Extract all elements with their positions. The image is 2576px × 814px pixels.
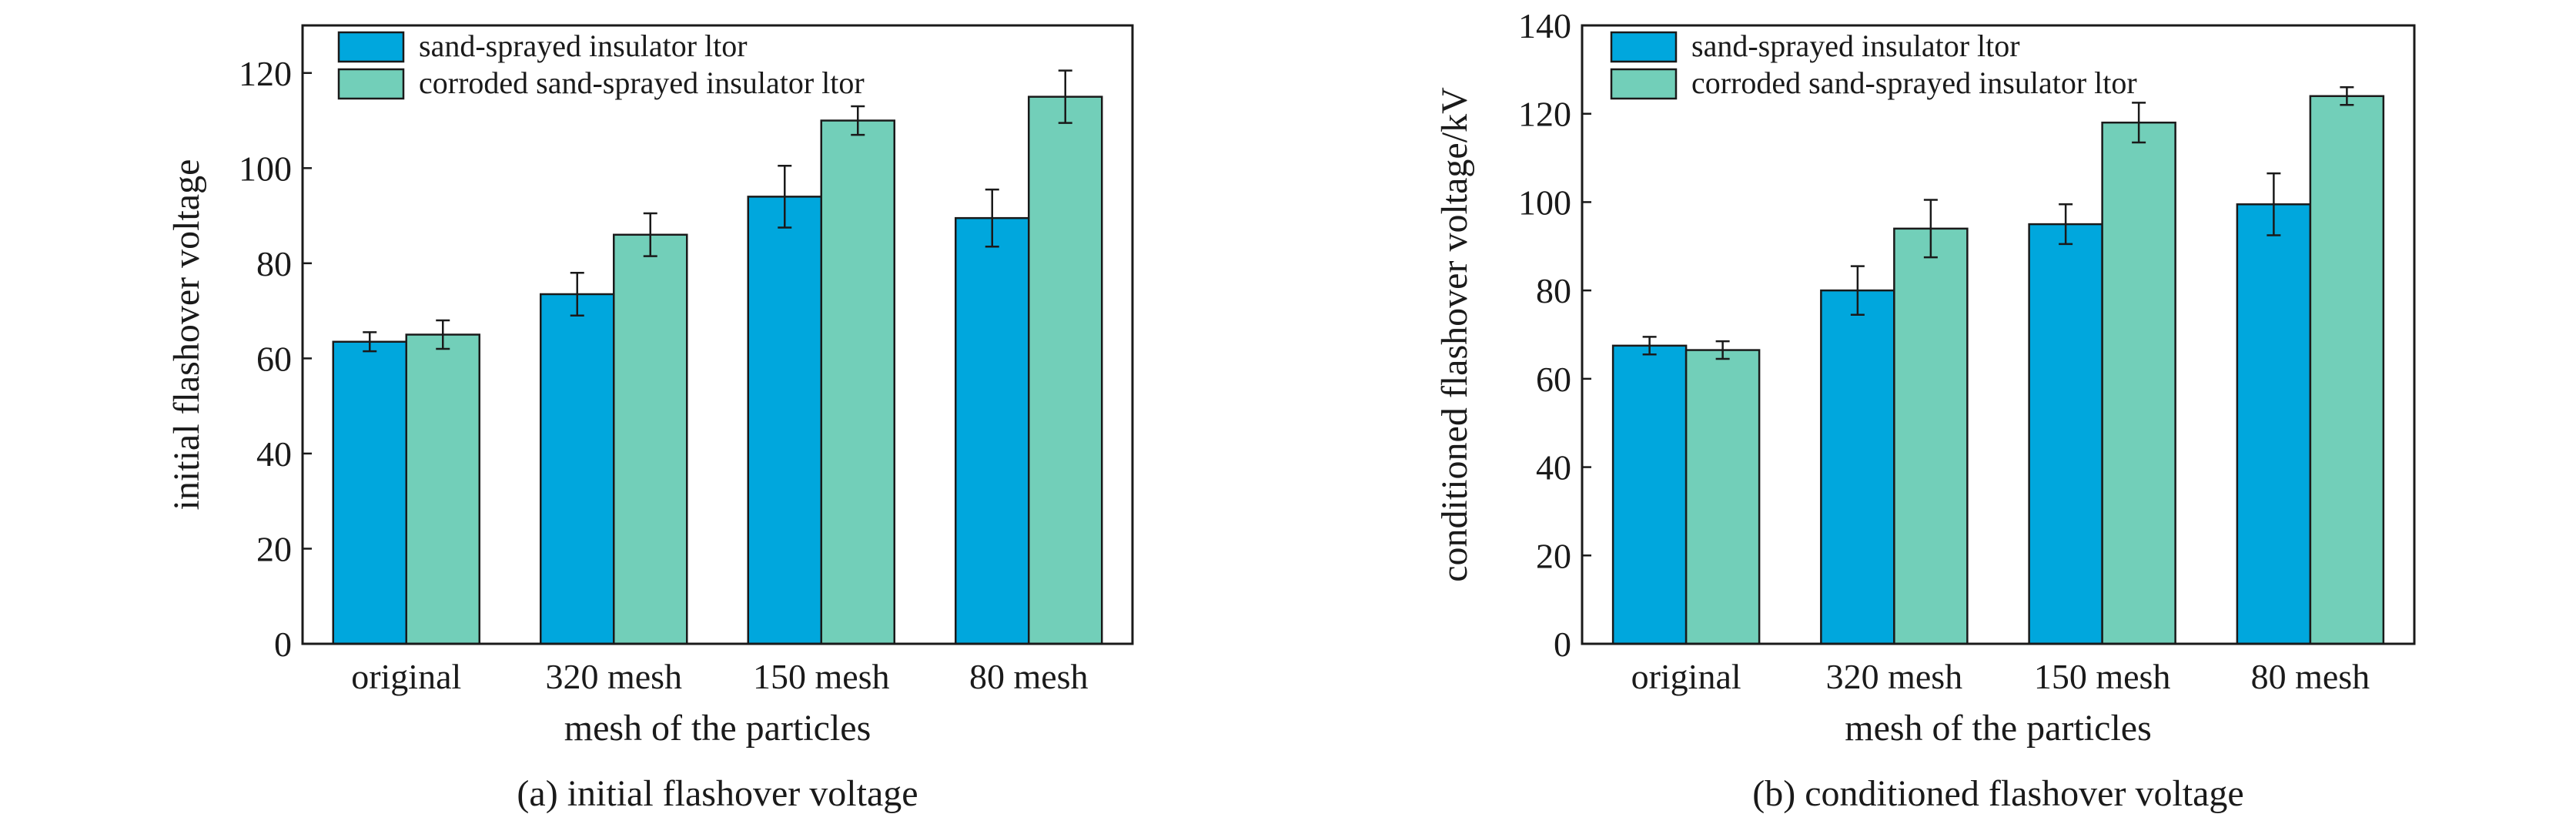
- bar-1-1-1: [1893, 227, 1969, 645]
- y-tick-label-0-2: 40: [256, 434, 292, 474]
- plot-frame-1: [1581, 24, 2416, 645]
- legend-swatch-1-1: [1610, 68, 1678, 100]
- error-bar-0-1-1: [643, 212, 657, 257]
- y-tick-label-0-6: 120: [239, 54, 292, 93]
- bar-0-1-3: [1028, 95, 1103, 645]
- y-tick-label-1-4: 80: [1536, 271, 1571, 310]
- legend-swatch-0-0: [337, 31, 405, 63]
- y-tick-label-1-0: 0: [1554, 625, 1571, 664]
- x-tick-label-1-3: 80 mesh: [2251, 657, 2370, 696]
- legend-label-1-1: corroded sand-sprayed insulator ltor: [1691, 65, 2137, 100]
- bar-0-0-1: [540, 293, 615, 645]
- error-bar-1-0-1: [1850, 265, 1865, 316]
- error-bar-1-1-1: [1923, 199, 1938, 259]
- x-tick-label-1-0: original: [1631, 657, 1741, 696]
- chart-caption-1: (b) conditioned flashover voltage: [1752, 773, 2243, 814]
- bar-0-0-0: [332, 340, 407, 645]
- x-tick-label-0-0: original: [351, 657, 461, 696]
- error-bar-0-1-0: [436, 319, 450, 350]
- bar-1-0-3: [2236, 203, 2312, 645]
- y-tick-label-0-5: 100: [239, 149, 292, 188]
- legend-label-0-0: sand-sprayed insulator ltor: [419, 28, 748, 63]
- error-bar-1-1-0: [1715, 340, 1730, 360]
- legend-label-0-1: corroded sand-sprayed insulator ltor: [419, 65, 865, 100]
- y-tick-label-0-3: 60: [256, 339, 292, 378]
- y-tick-label-1-6: 120: [1518, 95, 1571, 134]
- bar-0-1-2: [820, 119, 895, 645]
- y-tick-label-0-0: 0: [274, 625, 292, 664]
- error-bar-0-1-2: [851, 105, 865, 136]
- chart-panel-1: 0 20 40 60 80 100 120 140 original 320 mesh 150 me…: [1434, 6, 2416, 814]
- y-tick-label-0-1: 20: [256, 529, 292, 568]
- y-axis-title-1: conditioned flashover voltage/kV: [1434, 87, 1475, 582]
- bar-1-1-3: [2309, 95, 2385, 645]
- bar-0-0-2: [747, 196, 822, 645]
- error-bar-1-0-0: [1642, 336, 1657, 356]
- bar-1-0-0: [1611, 344, 1688, 645]
- bar-0-1-0: [405, 333, 480, 645]
- legend-swatch-1-0: [1610, 31, 1678, 63]
- chart-caption-0: (a) initial flashover voltage: [517, 773, 918, 814]
- chart-panel-0: 0 20 40 60 80 100 120 original 320 mesh 150 mesh 8…: [166, 24, 1134, 814]
- plot-frame-0: [301, 24, 1134, 645]
- error-bar-1-0-3: [2267, 172, 2281, 236]
- error-bar-0-0-3: [985, 188, 999, 248]
- bar-1-0-2: [2028, 223, 2103, 645]
- x-tick-label-0-2: 150 mesh: [753, 657, 890, 696]
- y-axis-title-0: initial flashover voltage: [166, 159, 207, 511]
- legend-label-1-0: sand-sprayed insulator ltor: [1691, 28, 2020, 63]
- error-bar-1-1-3: [2340, 86, 2354, 106]
- bar-1-0-1: [1820, 289, 1895, 645]
- x-axis-title-1: mesh of the particles: [1845, 708, 2152, 749]
- x-tick-label-0-3: 80 mesh: [969, 657, 1089, 696]
- y-tick-label-0-4: 80: [256, 244, 292, 283]
- x-axis-title-0: mesh of the particles: [564, 708, 871, 749]
- y-tick-label-1-1: 20: [1536, 536, 1571, 575]
- error-bar-1-0-2: [2059, 203, 2073, 246]
- bar-1-1-0: [1684, 349, 1761, 645]
- error-bar-1-1-2: [2132, 102, 2146, 144]
- y-tick-label-1-3: 60: [1536, 360, 1571, 399]
- y-tick-label-1-7: 140: [1518, 6, 1571, 45]
- x-tick-label-1-2: 150 mesh: [2034, 657, 2171, 696]
- error-bar-0-0-0: [363, 331, 377, 353]
- error-bar-0-0-1: [570, 271, 584, 317]
- error-bar-0-0-2: [778, 164, 792, 229]
- x-tick-label-1-1: 320 mesh: [1826, 657, 1963, 696]
- bar-1-1-2: [2101, 121, 2176, 645]
- bar-0-0-3: [955, 216, 1030, 645]
- y-tick-label-1-2: 40: [1536, 448, 1571, 487]
- error-bar-0-1-3: [1058, 69, 1072, 124]
- bar-0-1-1: [613, 233, 688, 645]
- y-tick-label-1-5: 100: [1518, 183, 1571, 222]
- legend-swatch-0-1: [337, 68, 405, 100]
- x-tick-label-0-1: 320 mesh: [545, 657, 682, 696]
